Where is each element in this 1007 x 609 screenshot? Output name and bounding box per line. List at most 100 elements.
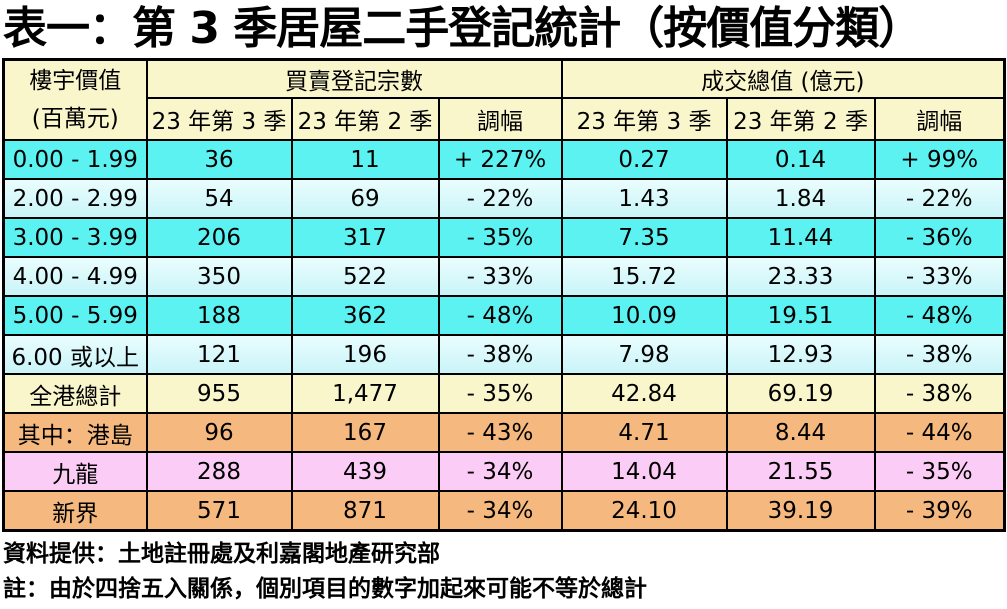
cell-val-change: - 36%: [873, 217, 1006, 258]
table-row: 0.00 - 1.99 36 11 + 227% 0.27 0.14 + 99%: [2, 139, 1006, 180]
cell-reg-q2: 69: [290, 178, 440, 219]
table-footnotes: 資料提供：土地註冊處及利嘉閣地產研究部 註：由於四捨五入關係，個別項目的數字加起…: [3, 537, 1007, 607]
cell-val-q2: 0.14: [725, 139, 876, 180]
cell-reg-q2: 11: [290, 139, 440, 180]
cell-val-change: - 44%: [873, 412, 1006, 453]
cell-val-q3: 24.10: [560, 490, 728, 532]
cell-val-q2: 19.51: [725, 295, 876, 336]
cell-value-range: 2.00 - 2.99: [2, 178, 148, 219]
source-note: 資料提供：土地註冊處及利嘉閣地產研究部: [3, 541, 440, 567]
table-row: 5.00 - 5.99 188 362 - 48% 10.09 19.51 - …: [2, 295, 1006, 336]
cell-val-q2: 12.93: [725, 334, 876, 375]
cell-val-q3: 15.72: [560, 256, 728, 297]
cell-val-q3: 1.43: [560, 178, 728, 219]
page-title: 表一：第 3 季居屋二手登記統計（按價值分類）: [3, 3, 922, 54]
header-property-value: 樓宇價值 (百萬元): [2, 58, 148, 141]
cell-val-change: - 22%: [873, 178, 1006, 219]
cell-reg-q3: 54: [145, 178, 293, 219]
cell-reg-change: - 43%: [437, 412, 563, 453]
cell-reg-q2: 439: [290, 451, 440, 492]
cell-reg-change: - 38%: [437, 334, 563, 375]
cell-reg-change: - 35%: [437, 373, 563, 414]
cell-val-q2: 11.44: [725, 217, 876, 258]
header-property-value-line1: 樓宇價值: [29, 68, 122, 94]
cell-reg-q2: 167: [290, 412, 440, 453]
cell-value-range: 0.00 - 1.99: [2, 139, 148, 180]
header-reg-q2: 23 年第 2 季: [290, 97, 440, 141]
cell-reg-q3: 955: [145, 373, 293, 414]
header-reg-q3: 23 年第 3 季: [145, 97, 293, 141]
table-row: 新界 571 871 - 34% 24.10 39.19 - 39%: [2, 490, 1006, 532]
cell-reg-q3: 571: [145, 490, 293, 532]
cell-value-range: 新界: [2, 490, 148, 532]
cell-reg-q3: 350: [145, 256, 293, 297]
cell-val-q2: 1.84: [725, 178, 876, 219]
cell-reg-change: - 34%: [437, 451, 563, 492]
cell-val-change: - 48%: [873, 295, 1006, 336]
cell-reg-q2: 871: [290, 490, 440, 532]
cell-reg-q2: 317: [290, 217, 440, 258]
cell-val-change: + 99%: [873, 139, 1006, 180]
table-row: 其中：港島 96 167 - 43% 4.71 8.44 - 44%: [2, 412, 1006, 453]
table-row: 2.00 - 2.99 54 69 - 22% 1.43 1.84 - 22%: [2, 178, 1006, 219]
cell-val-q3: 10.09: [560, 295, 728, 336]
cell-val-q2: 69.19: [725, 373, 876, 414]
cell-val-q3: 42.84: [560, 373, 728, 414]
cell-reg-q2: 196: [290, 334, 440, 375]
cell-reg-q3: 96: [145, 412, 293, 453]
table-row: 6.00 或以上 121 196 - 38% 7.98 12.93 - 38%: [2, 334, 1006, 375]
cell-val-q3: 4.71: [560, 412, 728, 453]
cell-value-range: 6.00 或以上: [2, 334, 148, 375]
cell-val-change: - 38%: [873, 334, 1006, 375]
table-row: 4.00 - 4.99 350 522 - 33% 15.72 23.33 - …: [2, 256, 1006, 297]
header-reg-change: 調幅: [437, 97, 563, 141]
cell-val-q3: 14.04: [560, 451, 728, 492]
cell-val-q3: 7.35: [560, 217, 728, 258]
cell-reg-q3: 206: [145, 217, 293, 258]
cell-reg-change: - 48%: [437, 295, 563, 336]
cell-val-q2: 21.55: [725, 451, 876, 492]
header-group-registrations: 買賣登記宗數: [145, 58, 563, 99]
cell-reg-q2: 522: [290, 256, 440, 297]
cell-val-change: - 39%: [873, 490, 1006, 532]
cell-reg-change: - 34%: [437, 490, 563, 532]
cell-reg-change: + 227%: [437, 139, 563, 180]
stats-table: 樓宇價值 (百萬元) 買賣登記宗數 成交總值 (億元) 23 年第 3 季 23…: [2, 58, 1007, 532]
cell-reg-change: - 35%: [437, 217, 563, 258]
cell-val-change: - 38%: [873, 373, 1006, 414]
cell-value-range: 其中：港島: [2, 412, 148, 453]
cell-reg-q3: 188: [145, 295, 293, 336]
cell-val-change: - 35%: [873, 451, 1006, 492]
cell-reg-change: - 22%: [437, 178, 563, 219]
table-body: 0.00 - 1.99 36 11 + 227% 0.27 0.14 + 99%…: [2, 139, 1006, 532]
table-header: 樓宇價值 (百萬元) 買賣登記宗數 成交總值 (億元) 23 年第 3 季 23…: [2, 58, 1006, 141]
header-val-q2: 23 年第 2 季: [725, 97, 876, 141]
header-val-q3: 23 年第 3 季: [560, 97, 728, 141]
cell-reg-change: - 33%: [437, 256, 563, 297]
cell-val-q2: 23.33: [725, 256, 876, 297]
cell-reg-q3: 36: [145, 139, 293, 180]
header-val-change: 調幅: [873, 97, 1006, 141]
header-property-value-line2: (百萬元): [31, 106, 119, 132]
cell-reg-q3: 288: [145, 451, 293, 492]
table-row: 九龍 288 439 - 34% 14.04 21.55 - 35%: [2, 451, 1006, 492]
cell-val-q3: 7.98: [560, 334, 728, 375]
cell-value-range: 3.00 - 3.99: [2, 217, 148, 258]
cell-reg-q2: 362: [290, 295, 440, 336]
cell-reg-q2: 1,477: [290, 373, 440, 414]
cell-reg-q3: 121: [145, 334, 293, 375]
cell-value-range: 九龍: [2, 451, 148, 492]
cell-value-range: 全港總計: [2, 373, 148, 414]
table-row: 3.00 - 3.99 206 317 - 35% 7.35 11.44 - 3…: [2, 217, 1006, 258]
header-sub-row: 23 年第 3 季 23 年第 2 季 調幅 23 年第 3 季 23 年第 2…: [4, 97, 1006, 141]
cell-val-q3: 0.27: [560, 139, 728, 180]
rounding-note: 註：由於四捨五入關係，個別項目的數字加起來可能不等於總計: [3, 576, 647, 602]
header-group-row: 樓宇價值 (百萬元) 買賣登記宗數 成交總值 (億元): [2, 58, 1006, 141]
cell-value-range: 4.00 - 4.99: [2, 256, 148, 297]
header-group-total-value: 成交總值 (億元): [560, 58, 1006, 99]
cell-value-range: 5.00 - 5.99: [2, 295, 148, 336]
cell-val-q2: 39.19: [725, 490, 876, 532]
table-row: 全港總計 955 1,477 - 35% 42.84 69.19 - 38%: [2, 373, 1006, 414]
cell-val-q2: 8.44: [725, 412, 876, 453]
cell-val-change: - 33%: [873, 256, 1006, 297]
